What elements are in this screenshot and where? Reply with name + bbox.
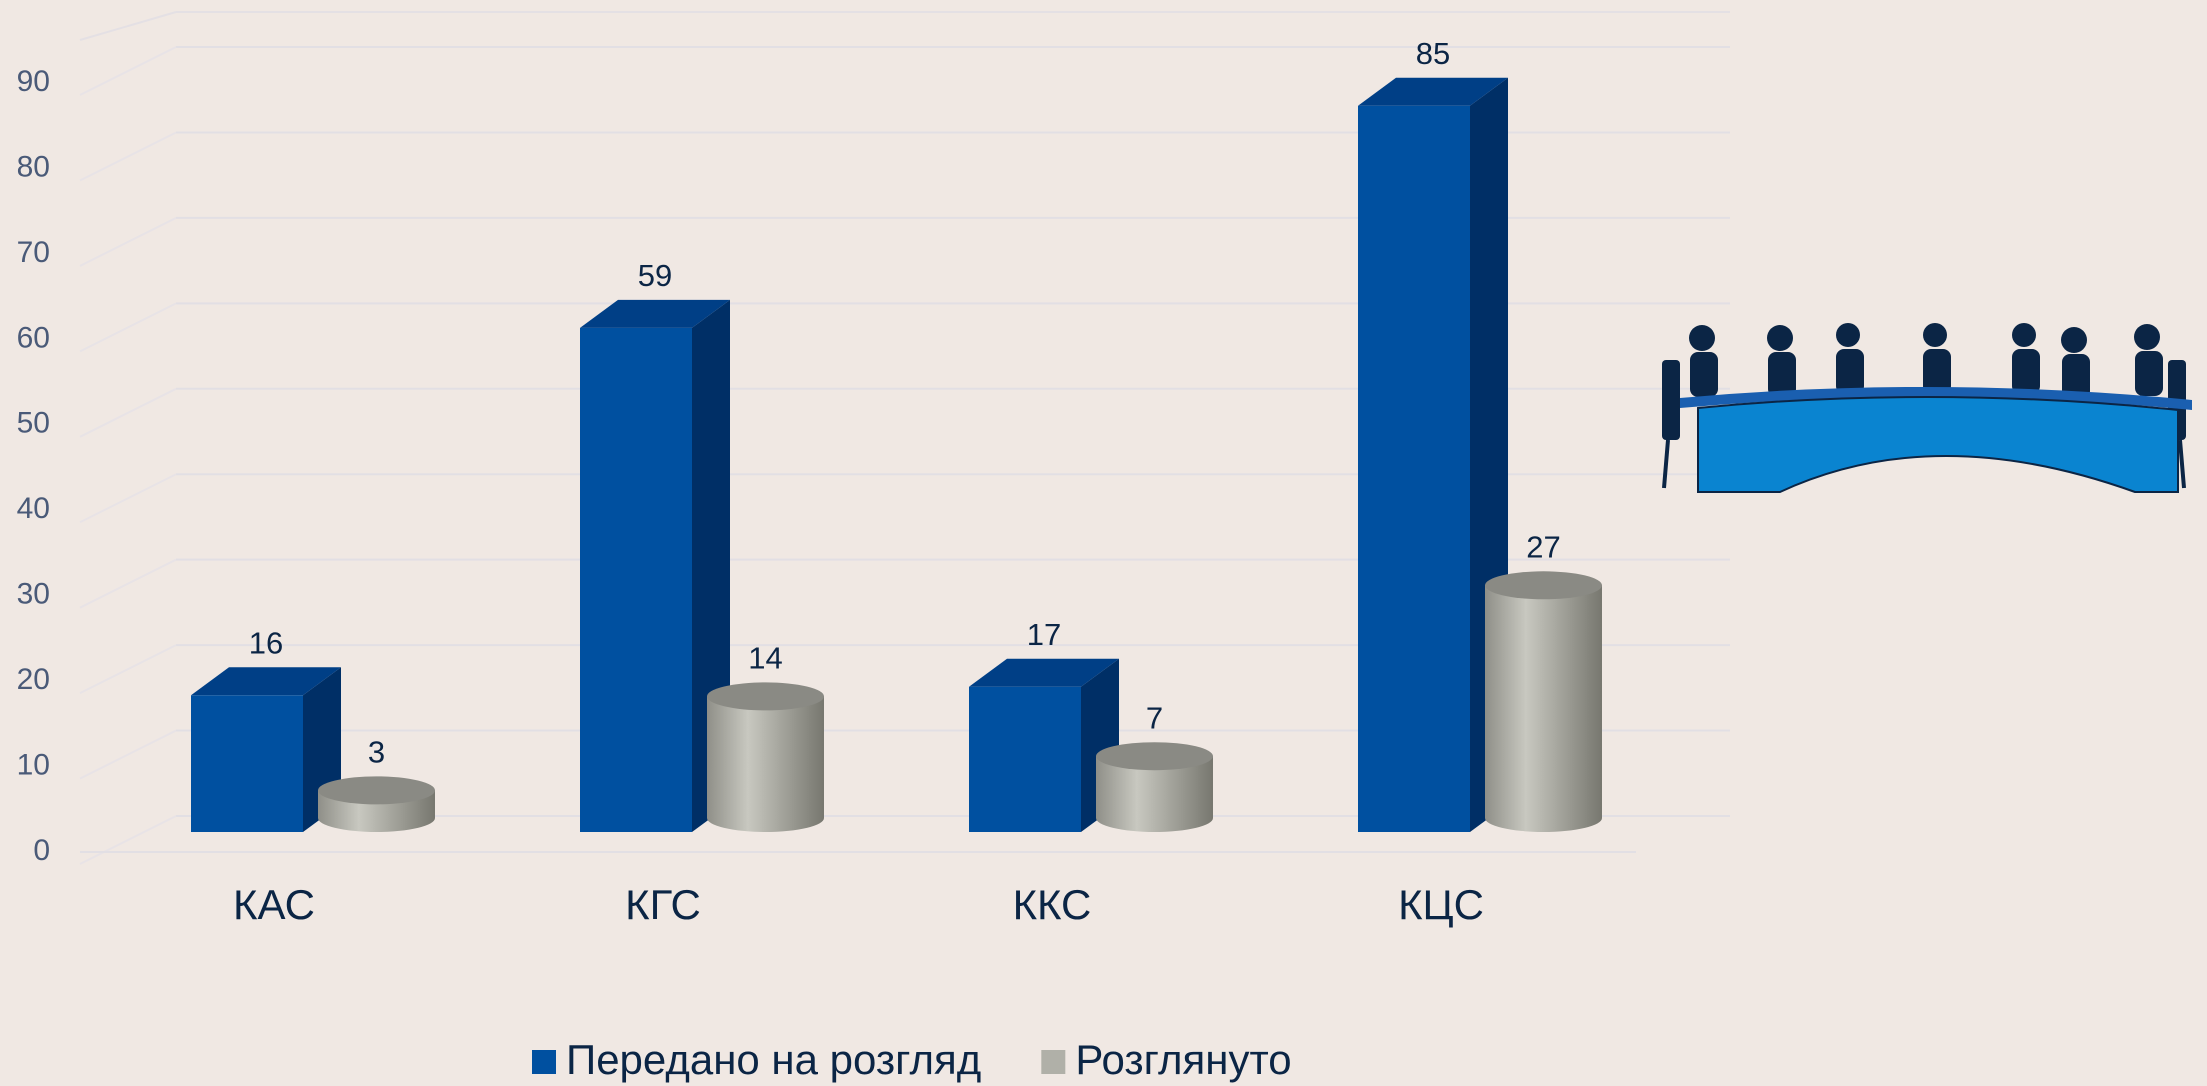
x-tick-label: ККС xyxy=(1013,881,1092,928)
y-tick-label: 40 xyxy=(17,492,50,525)
chart: 0 10 20 30 40 50 60 70 80 90 КАС 16 3 КГС 59 14 ККС 17 7 КЦ… xyxy=(0,0,2207,1086)
meeting-illustration xyxy=(1662,323,2192,492)
y-tick-label: 10 xyxy=(17,748,50,781)
value-label: 85 xyxy=(1416,36,1450,71)
value-label: 3 xyxy=(368,735,385,770)
cylinder-body xyxy=(707,696,824,832)
cylinder xyxy=(318,776,435,832)
wall-top xyxy=(80,12,176,40)
grid-line xyxy=(80,132,176,180)
value-label: 14 xyxy=(748,641,782,676)
grid-line xyxy=(80,645,176,693)
value-label: 16 xyxy=(249,625,283,660)
grid-line xyxy=(80,560,176,608)
value-label: 17 xyxy=(1027,617,1061,652)
grid-line xyxy=(80,474,176,522)
cylinder-top xyxy=(1485,571,1602,599)
y-tick-label: 30 xyxy=(17,578,50,611)
cylinder-top xyxy=(707,682,824,710)
x-tick-label: КЦС xyxy=(1398,881,1484,928)
cylinder xyxy=(1096,742,1213,832)
cylinder-top xyxy=(318,776,435,804)
bar-front xyxy=(1358,106,1470,832)
grid-line xyxy=(80,47,176,95)
cylinder xyxy=(1485,571,1602,832)
legend-label: Передано на розгляд xyxy=(566,1036,981,1083)
grid-line xyxy=(80,303,176,351)
legend-swatch xyxy=(532,1050,556,1074)
grid-line xyxy=(80,218,176,266)
bar-front xyxy=(191,695,303,832)
legend-swatch xyxy=(1041,1050,1065,1074)
y-tick-label: 50 xyxy=(17,407,50,440)
x-tick-label: КГС xyxy=(625,881,701,928)
y-tick-label: 80 xyxy=(17,150,50,183)
cylinder-top xyxy=(1096,742,1213,770)
y-tick-label: 0 xyxy=(33,834,50,867)
x-tick-label: КАС xyxy=(233,881,315,928)
y-tick-label: 90 xyxy=(17,65,50,98)
y-tick-label: 20 xyxy=(17,663,50,696)
grid-line xyxy=(80,389,176,437)
cylinder-body xyxy=(1485,585,1602,832)
legend-label: Розглянуто xyxy=(1075,1036,1291,1083)
grid-line xyxy=(80,816,176,864)
y-tick-label: 70 xyxy=(17,236,50,269)
bar-front xyxy=(580,328,692,832)
value-label: 27 xyxy=(1526,529,1560,564)
bar-front xyxy=(969,687,1081,832)
grid-line xyxy=(80,731,176,779)
y-tick-label: 60 xyxy=(17,321,50,354)
value-label: 7 xyxy=(1146,700,1163,735)
value-label: 59 xyxy=(638,258,672,293)
cylinder xyxy=(707,682,824,832)
